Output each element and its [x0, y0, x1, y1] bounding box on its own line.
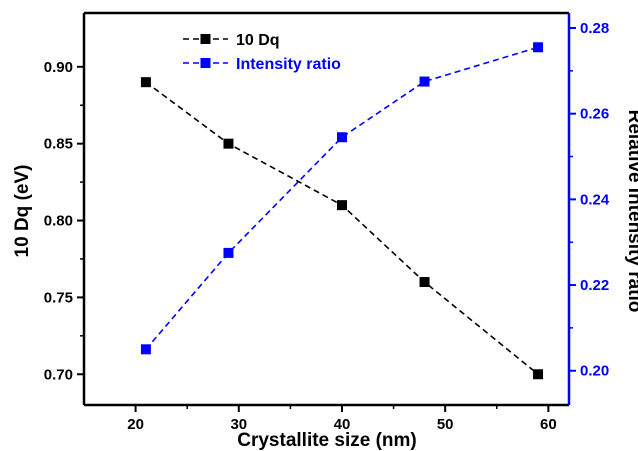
data-point-intensity-ratio: [419, 76, 430, 87]
legend-marker-10-dq: [200, 34, 211, 44]
y-right-tick-label: 0.26: [580, 106, 609, 123]
x-tick-label: 50: [437, 416, 454, 433]
y-right-tick-label: 0.20: [580, 363, 609, 380]
y-right-tick-label: 0.24: [580, 191, 610, 208]
y-right-tick-label: 0.22: [580, 277, 609, 294]
y-left-axis-title: 10 Dq (eV): [12, 165, 33, 258]
axes: 20 30 40 50 60 0.70 0.75 0.80 0.85 0.90 0.20 0.22 0.…: [44, 11, 610, 433]
legend-label-intensity-ratio: Intensity ratio: [236, 56, 341, 73]
y-left-tick-label: 0.75: [44, 289, 73, 306]
data-point-10-dq: [533, 369, 544, 380]
legend: 10 Dq Intensity ratio: [183, 32, 341, 73]
y-left-tick-label: 0.70: [44, 366, 73, 383]
y-left-tick-label: 0.90: [44, 59, 73, 76]
legend-marker-intensity-ratio: [200, 58, 211, 68]
x-tick-label: 30: [230, 416, 247, 433]
y-left-tick-label: 0.85: [44, 136, 73, 153]
x-axis-title: Crystallite size (nm): [237, 430, 417, 451]
series-line-intensity-ratio: [145, 46, 539, 350]
series-layer: [140, 42, 544, 380]
series-line-10-dq: [145, 81, 539, 375]
x-tick-label: 40: [334, 416, 351, 433]
data-point-intensity-ratio: [336, 132, 347, 143]
data-point-intensity-ratio: [223, 247, 234, 258]
data-point-intensity-ratio: [533, 42, 544, 53]
x-tick-label: 60: [540, 416, 557, 433]
x-tick-label: 20: [127, 416, 144, 433]
data-point-intensity-ratio: [140, 344, 151, 355]
y-right-tick-label: 0.28: [580, 20, 609, 37]
data-point-10-dq: [140, 77, 151, 88]
data-point-10-dq: [223, 138, 234, 149]
data-point-10-dq: [419, 277, 430, 288]
data-point-10-dq: [336, 200, 347, 211]
legend-label-10-dq: 10 Dq: [236, 32, 280, 49]
y-left-tick-label: 0.80: [44, 213, 73, 230]
y-right-axis-title: Relative Intensity ratio: [624, 110, 638, 313]
